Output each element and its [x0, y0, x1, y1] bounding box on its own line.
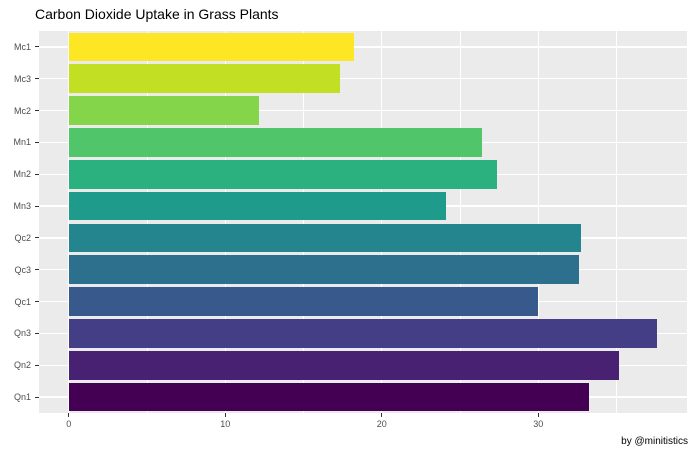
- y-axis-label: Mc1: [13, 41, 31, 52]
- y-axis-label: Qc1: [14, 296, 31, 307]
- caption: by @minitistics: [621, 436, 688, 447]
- y-axis-label: Qc3: [14, 264, 31, 275]
- chart-title: Carbon Dioxide Uptake in Grass Plants: [35, 6, 279, 22]
- x-axis-tick-label: 10: [220, 419, 231, 429]
- y-axis-tick: [34, 269, 39, 271]
- y-axis-label: Mn3: [13, 201, 31, 212]
- y-axis-label: Mc2: [13, 105, 31, 116]
- minor-gridline: [459, 31, 461, 413]
- y-axis-tick: [34, 301, 39, 303]
- plot-panel: [39, 31, 687, 413]
- bar-Mn3: [68, 191, 447, 221]
- y-axis-tick: [34, 78, 39, 80]
- y-axis-tick: [34, 205, 39, 207]
- x-axis-tick: [68, 413, 70, 417]
- y-axis-label: Mn2: [13, 169, 31, 180]
- y-axis-tick: [34, 141, 39, 143]
- bar-Qn3: [68, 319, 658, 348]
- minor-gridline: [303, 31, 304, 413]
- bar-Mc1: [68, 32, 354, 62]
- major-gridline: [224, 31, 226, 413]
- y-axis-tick: [34, 332, 39, 334]
- x-axis-tick: [381, 413, 383, 417]
- x-axis-tick-label: 20: [376, 419, 387, 429]
- bar-Mc3: [68, 64, 340, 94]
- bar-Qn2: [68, 350, 620, 380]
- y-axis-tick: [34, 237, 39, 239]
- y-axis-label: Qn3: [13, 328, 31, 339]
- bar-Mn1: [68, 128, 482, 157]
- bar-Mn2: [68, 159, 497, 189]
- y-axis-tick: [34, 364, 39, 366]
- y-axis-tick: [34, 173, 39, 175]
- bar-Mc2: [68, 96, 259, 125]
- bar-Qn1: [68, 382, 589, 412]
- major-gridline-y: [39, 46, 687, 48]
- y-axis-label: Mc3: [13, 73, 31, 84]
- x-axis-tick-label: 30: [533, 419, 544, 429]
- bar-Qc1: [68, 287, 538, 316]
- minor-gridline: [616, 31, 617, 413]
- y-axis-label: Mn1: [13, 137, 31, 148]
- bar-Qc2: [68, 223, 581, 253]
- minor-gridline: [146, 31, 148, 413]
- major-gridline: [381, 31, 383, 413]
- y-axis-tick: [34, 396, 39, 398]
- y-axis-label: Qn1: [13, 392, 31, 403]
- x-axis-tick: [537, 413, 539, 417]
- y-axis-tick: [34, 46, 39, 48]
- y-axis-tick: [34, 110, 39, 112]
- major-gridline: [68, 31, 70, 413]
- x-axis-tick: [224, 413, 226, 417]
- major-gridline: [537, 31, 539, 413]
- bar-Qc3: [68, 255, 579, 285]
- major-gridline-y: [39, 78, 687, 80]
- major-gridline-y: [39, 109, 687, 112]
- y-axis-label: Qc2: [14, 232, 31, 243]
- y-axis-label: Qn2: [13, 360, 31, 371]
- x-axis-tick-label: 0: [66, 419, 72, 429]
